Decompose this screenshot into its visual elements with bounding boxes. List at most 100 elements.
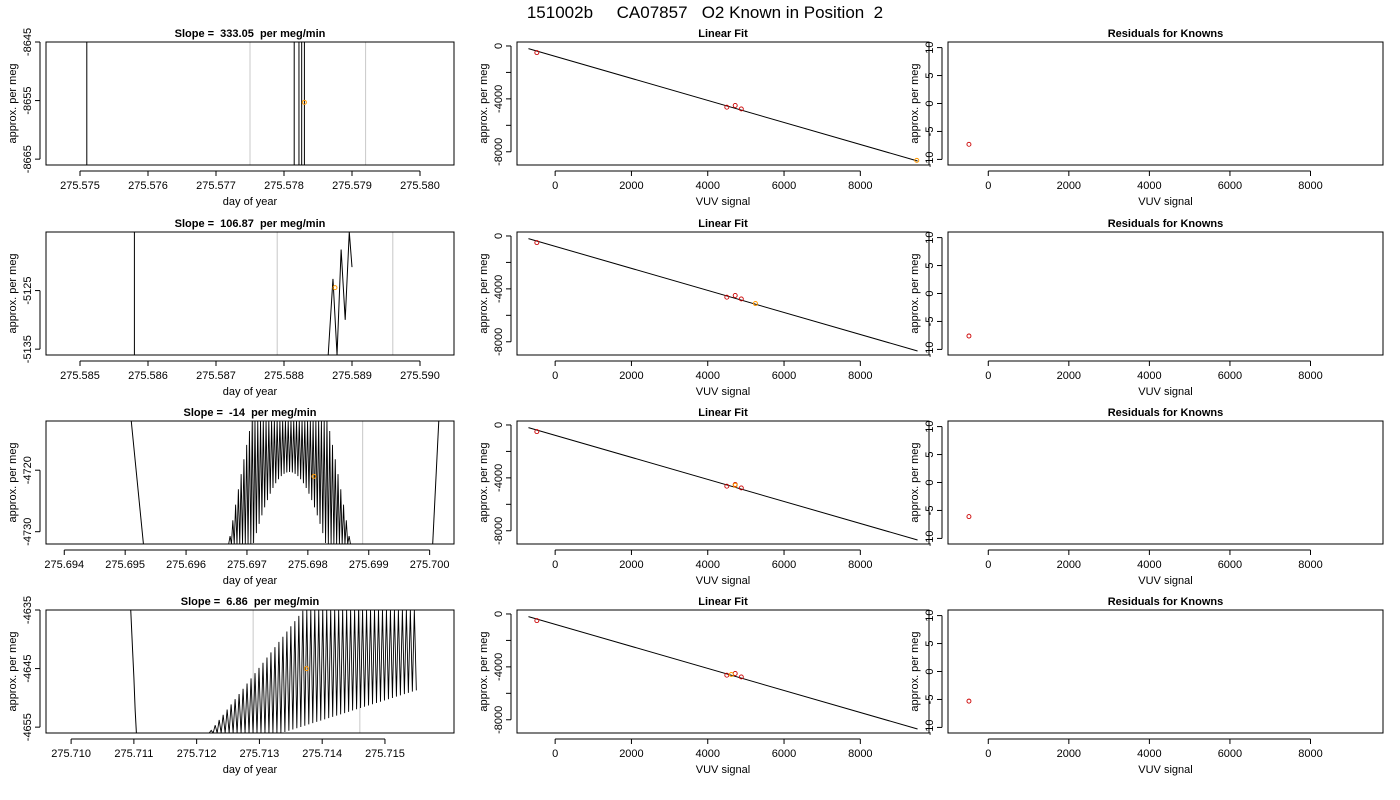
y-tick-label: -5125 xyxy=(22,277,34,305)
y-tick-label: 0 xyxy=(493,233,505,239)
page-title: 151002b CA07857 O2 Known in Position 2 xyxy=(527,3,883,22)
known-point xyxy=(738,485,744,491)
chart-title: Residuals for Knowns xyxy=(1108,407,1224,419)
plot-area xyxy=(133,232,394,355)
x-tick-label: 4000 xyxy=(695,748,719,760)
y-tick-label: 5 xyxy=(924,451,936,457)
plot-area xyxy=(528,427,918,541)
x-tick-label: 6000 xyxy=(1218,748,1242,760)
chart-title: Linear Fit xyxy=(698,596,748,608)
x-axis-label: VUV signal xyxy=(1138,196,1192,208)
y-axis-label: approx. per meg xyxy=(909,442,921,522)
plot-area xyxy=(528,238,918,352)
x-tick-label: 2000 xyxy=(619,748,643,760)
fit-line xyxy=(528,238,918,352)
signal-trace xyxy=(130,421,144,544)
sample-point xyxy=(914,157,920,163)
fit-line xyxy=(528,427,918,541)
plot-area xyxy=(966,141,972,147)
x-tick-label: 4000 xyxy=(1137,748,1161,760)
x-axis-label: VUV signal xyxy=(1138,575,1192,587)
known-point xyxy=(732,103,738,108)
known-point xyxy=(724,672,730,678)
x-axis-label: VUV signal xyxy=(1138,386,1192,398)
x-axis-label: VUV signal xyxy=(696,575,750,587)
x-axis-label: VUV signal xyxy=(696,386,750,398)
x-tick-label: 275.696 xyxy=(166,559,206,571)
plot-area xyxy=(966,333,972,339)
plot-area xyxy=(130,421,440,544)
x-axis-label: VUV signal xyxy=(1138,764,1192,776)
y-tick-label: -5 xyxy=(924,317,936,327)
x-tick-label: 275.579 xyxy=(332,180,372,192)
y-tick-label: 0 xyxy=(924,479,936,485)
x-tick-label: 8000 xyxy=(848,370,872,382)
y-tick-label: -4645 xyxy=(22,655,34,683)
y-axis-label: approx. per meg xyxy=(7,63,19,143)
plot-frame xyxy=(45,41,455,166)
oscillating-trace xyxy=(228,421,351,544)
y-tick-label: -4730 xyxy=(22,518,34,546)
plot-frame xyxy=(516,609,930,734)
y-tick-label: 0 xyxy=(493,43,505,49)
chart-panel: Residuals for Knowns 0 2000 4000 6000 8000 VUV… xyxy=(909,28,1384,208)
plot-frame xyxy=(45,231,455,356)
chart-panel: Linear Fit 0 2000 4000 6000 8000 VUV signal -80… xyxy=(478,407,930,587)
x-tick-label: 275.590 xyxy=(400,370,440,382)
chart-title: Residuals for Knowns xyxy=(1108,596,1224,608)
x-tick-label: 275.712 xyxy=(177,748,217,760)
signal-trace xyxy=(432,421,440,544)
x-tick-label: 6000 xyxy=(772,370,796,382)
x-tick-label: 4000 xyxy=(1137,180,1161,192)
chart-panel: Linear Fit 0 2000 4000 6000 8000 VUV signal -80… xyxy=(478,218,930,398)
signal-trace xyxy=(130,610,137,733)
chart-panel: Residuals for Knowns 0 2000 4000 6000 8000 VUV… xyxy=(909,218,1384,398)
y-tick-label: -5 xyxy=(924,506,936,516)
y-tick-label: -4000 xyxy=(493,653,505,681)
y-tick-label: -5135 xyxy=(22,335,34,363)
y-tick-label: 10 xyxy=(924,609,936,621)
y-tick-label: 10 xyxy=(924,231,936,243)
chart-panel: Linear Fit 0 2000 4000 6000 8000 VUV signal -80… xyxy=(478,596,930,776)
x-tick-label: 275.580 xyxy=(400,180,440,192)
chart-title: Residuals for Knowns xyxy=(1108,28,1224,40)
plot-frame xyxy=(516,231,930,356)
y-tick-label: 5 xyxy=(924,640,936,646)
y-tick-label: 10 xyxy=(924,41,936,53)
y-tick-label: -4000 xyxy=(493,85,505,113)
y-axis-label: approx. per meg xyxy=(478,442,490,522)
y-axis-label: approx. per meg xyxy=(478,63,490,143)
plot-frame xyxy=(947,41,1384,166)
oscillating-trace xyxy=(208,610,417,733)
known-point xyxy=(534,429,540,435)
x-tick-label: 2000 xyxy=(1057,370,1081,382)
chart-panel: Slope = -14 per meg/min 275.694 275.695 275… xyxy=(7,407,455,587)
sample-point xyxy=(728,672,734,678)
plot-frame xyxy=(947,231,1384,356)
sample-point xyxy=(311,473,317,479)
x-tick-label: 275.711 xyxy=(114,748,153,760)
x-tick-label: 4000 xyxy=(695,370,719,382)
y-axis-label: approx. per meg xyxy=(7,442,19,522)
x-tick-label: 0 xyxy=(985,748,991,760)
y-tick-label: -4655 xyxy=(22,713,34,741)
plot-area xyxy=(966,514,972,520)
x-tick-label: 275.715 xyxy=(365,748,405,760)
plot-frame xyxy=(947,420,1384,545)
y-tick-label: 0 xyxy=(493,611,505,617)
plot-frame xyxy=(45,420,455,545)
plot-area xyxy=(130,610,417,733)
known-point xyxy=(534,618,540,624)
x-tick-label: 275.694 xyxy=(44,559,84,571)
x-tick-label: 6000 xyxy=(1218,180,1242,192)
plot-area xyxy=(528,616,918,730)
y-tick-label: 5 xyxy=(924,262,936,268)
x-tick-label: 275.577 xyxy=(196,180,236,192)
chart-panel: Slope = 106.87 per meg/min 275.585 275.586… xyxy=(7,218,455,398)
x-tick-label: 4000 xyxy=(695,559,719,571)
sample-point xyxy=(303,666,309,672)
x-tick-label: 275.586 xyxy=(128,370,168,382)
y-axis-label: approx. per meg xyxy=(909,631,921,711)
plot-frame xyxy=(516,420,930,545)
chart-panel: Slope = 333.05 per meg/min 275.575 275.576… xyxy=(7,28,455,208)
